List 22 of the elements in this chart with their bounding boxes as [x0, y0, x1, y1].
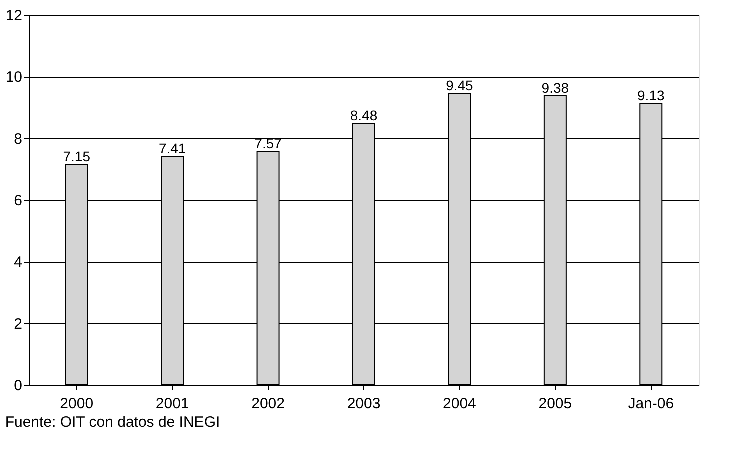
x-tick-label: 2000 — [60, 396, 94, 412]
x-tick-label: Jan-06 — [628, 396, 674, 412]
x-tick-label: 2003 — [347, 396, 381, 412]
data-label: 7.41 — [158, 140, 186, 157]
y-tick-label: 10 — [6, 69, 22, 86]
y-tick-label: 12 — [6, 8, 22, 24]
data-label: 7.15 — [63, 148, 91, 165]
data-label: 7.57 — [254, 136, 282, 152]
data-label: 9.45 — [446, 78, 474, 94]
y-tick-label: 4 — [14, 254, 22, 272]
x-tick-label: 2004 — [443, 396, 476, 412]
y-tick-label: 2 — [14, 316, 22, 333]
x-tick-label: 2005 — [538, 396, 572, 412]
source-note: Fuente: OIT con datos de INEGI — [5, 414, 220, 431]
data-label: 9.13 — [638, 87, 665, 104]
y-tick-label: 8 — [14, 130, 22, 148]
y-tick-label: 0 — [14, 378, 22, 394]
data-label: 9.38 — [542, 80, 570, 96]
x-tick-label: 2002 — [252, 396, 285, 412]
data-label: 8.48 — [350, 108, 378, 124]
x-tick-label: 2001 — [156, 396, 190, 412]
y-tick-label: 6 — [14, 192, 22, 210]
